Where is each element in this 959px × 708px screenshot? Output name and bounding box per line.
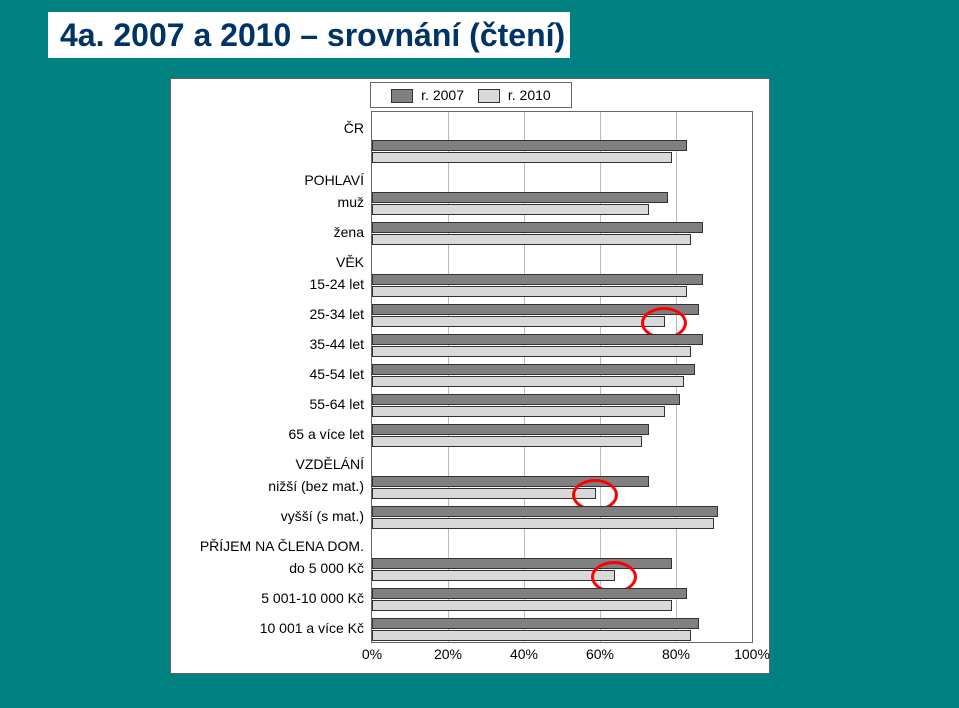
x-tick-label: 80% (656, 646, 696, 662)
bar-2007 (372, 274, 703, 285)
bar-2007 (372, 222, 703, 233)
bar-2007 (372, 364, 695, 375)
x-tick-label: 40% (504, 646, 544, 662)
bar-2010 (372, 600, 672, 611)
x-tick-label: 20% (428, 646, 468, 662)
bar-2007 (372, 506, 718, 517)
category-label: vyšší (s mat.) (174, 508, 364, 522)
category-label: 55-64 let (174, 396, 364, 410)
category-label: 5 001-10 000 Kč (174, 590, 364, 604)
category-label: 25-34 let (174, 306, 364, 320)
page-title: 4a. 2007 a 2010 – srovnání (čtení) (48, 12, 570, 58)
legend-item-2010: r. 2010 (478, 87, 551, 103)
bar-2010 (372, 204, 649, 215)
bar-2010 (372, 406, 665, 417)
bar-2007 (372, 394, 680, 405)
category-label: žena (174, 224, 364, 238)
bar-2007 (372, 140, 687, 151)
bar-2010 (372, 488, 596, 499)
category-label (174, 142, 364, 156)
category-header: VZDĚLÁNÍ (174, 456, 364, 470)
swatch-2007 (391, 89, 413, 103)
category-header: ČR (174, 120, 364, 134)
bar-2007 (372, 192, 668, 203)
category-label: muž (174, 194, 364, 208)
category-label: 45-54 let (174, 366, 364, 380)
category-label: 10 001 a více Kč (174, 620, 364, 634)
bar-2010 (372, 570, 615, 581)
category-label: 15-24 let (174, 276, 364, 290)
legend: r. 2007 r. 2010 (370, 82, 572, 108)
chart-panel: 0% 20% 40% 60% 80% 100% ČR POHLAVÍ muž žena VĚK 15-… (170, 78, 770, 674)
category-label: nižší (bez mat.) (174, 478, 364, 492)
bar-2010 (372, 376, 684, 387)
category-header: VĚK (174, 254, 364, 268)
bar-2007 (372, 588, 687, 599)
x-tick-label: 0% (352, 646, 392, 662)
bar-2007 (372, 334, 703, 345)
category-label: 35-44 let (174, 336, 364, 350)
bar-2007 (372, 618, 699, 629)
bar-2007 (372, 424, 649, 435)
category-header: PŘÍJEM NA ČLENA DOM. (174, 538, 364, 552)
legend-label-2007: r. 2007 (421, 87, 464, 103)
legend-item-2007: r. 2007 (391, 87, 464, 103)
bar-2010 (372, 436, 642, 447)
legend-label-2010: r. 2010 (508, 87, 551, 103)
bar-2010 (372, 316, 665, 327)
bar-2010 (372, 286, 687, 297)
swatch-2010 (478, 89, 500, 103)
bar-2010 (372, 518, 714, 529)
bar-2010 (372, 152, 672, 163)
bar-2010 (372, 630, 691, 641)
category-label: do 5 000 Kč (174, 560, 364, 574)
x-tick-label: 100% (732, 646, 772, 662)
bar-2010 (372, 346, 691, 357)
x-tick-label: 60% (580, 646, 620, 662)
plot-area: 0%20%40%60%80%100%ČRPOHLAVÍmužženaVĚK15-… (371, 111, 753, 643)
bar-2010 (372, 234, 691, 245)
category-header: POHLAVÍ (174, 172, 364, 186)
category-label: 65 a více let (174, 426, 364, 440)
